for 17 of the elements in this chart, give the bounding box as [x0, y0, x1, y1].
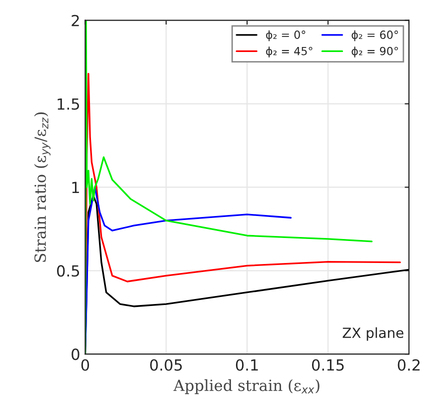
annotation: ZX plane — [342, 327, 404, 341]
x-axis-title: Applied strain (ε$_{xx}$) — [173, 379, 320, 394]
x-tick-label: 0.15 — [312, 359, 344, 371]
y-tick-label: 0 — [72, 348, 80, 360]
x-tick-label: 0.05 — [150, 359, 182, 371]
x-tick-label: 0 — [81, 359, 90, 371]
x-tick-label: 0.1 — [236, 359, 258, 371]
y-tick-label: 2 — [72, 14, 79, 26]
y-tick-label: 0.5 — [57, 265, 80, 277]
y-tick-label: 1 — [72, 182, 79, 194]
y-axis-title: Strain ratio (ε$_{yy}$/ε$_{zz}$) — [34, 112, 50, 262]
y-tick-label: 1.5 — [58, 98, 80, 110]
legend-label: ϕ₂ = 90° — [352, 46, 398, 58]
legend-label: ϕ₂ = 0° — [266, 30, 306, 42]
legend-label: ϕ₂ = 45° — [266, 46, 312, 58]
legend-label: ϕ₂ = 60° — [352, 30, 398, 42]
x-tick-label: 0.2 — [398, 359, 420, 371]
